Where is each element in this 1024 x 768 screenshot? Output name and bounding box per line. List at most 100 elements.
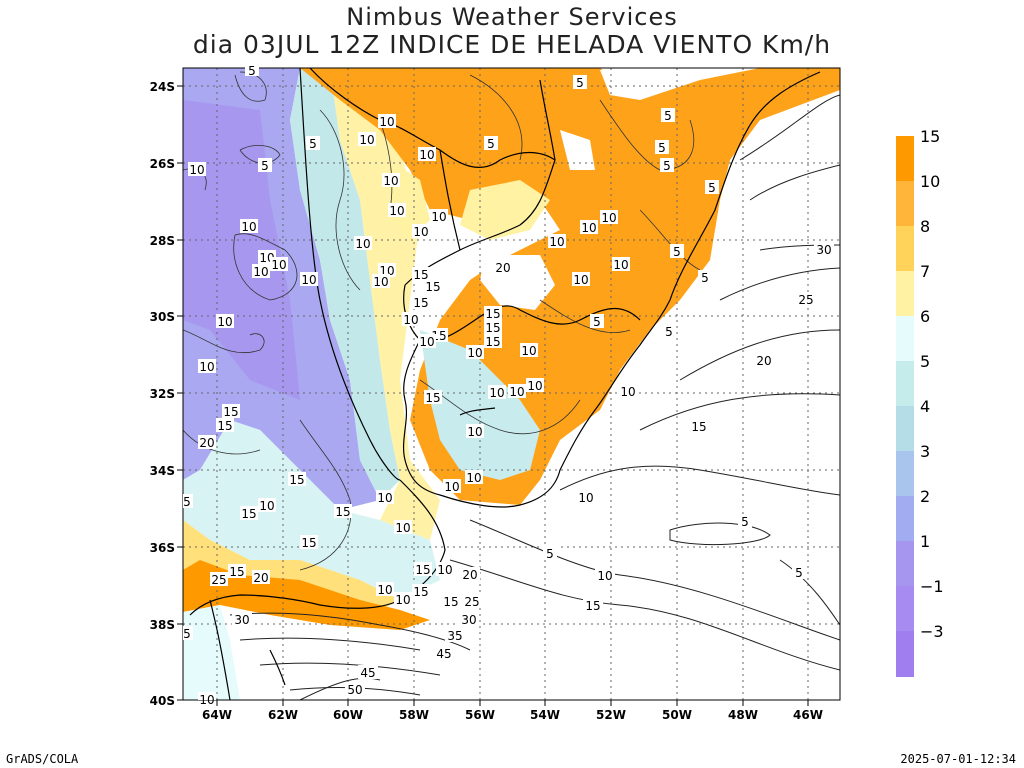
svg-text:15: 15	[241, 507, 256, 521]
contour-label: 10	[508, 384, 526, 399]
svg-text:10: 10	[467, 346, 482, 360]
svg-text:5: 5	[673, 245, 681, 259]
contour-label: 5	[661, 108, 675, 123]
contour-label: 15	[689, 419, 709, 434]
lat-label: 34S	[150, 464, 175, 478]
lon-label: 56W	[465, 708, 495, 722]
svg-text:45: 45	[360, 666, 375, 680]
colorbar-label: 7	[920, 262, 930, 281]
contour-label: 20	[198, 435, 216, 450]
lon-label: 48W	[728, 708, 758, 722]
svg-text:20: 20	[253, 571, 268, 585]
colorbar-swatch	[896, 541, 914, 586]
contour-label: 10	[300, 272, 318, 287]
svg-text:10: 10	[383, 174, 398, 188]
svg-text:10: 10	[395, 593, 410, 607]
svg-text:10: 10	[573, 273, 588, 287]
lon-label: 50W	[662, 708, 692, 722]
colorbar-label: 15	[920, 127, 940, 146]
svg-text:25: 25	[211, 573, 226, 587]
contour-label: 5	[738, 514, 752, 529]
contour-label: 10	[576, 490, 596, 505]
svg-text:10: 10	[403, 313, 418, 327]
svg-text:10: 10	[581, 221, 596, 235]
contour-label: 10	[270, 257, 288, 272]
colorbar-swatch	[896, 451, 914, 496]
contour-label: 10	[488, 385, 506, 400]
lon-label: 58W	[399, 708, 429, 722]
svg-text:30: 30	[461, 613, 476, 627]
contour-label: 45	[358, 665, 378, 680]
contour-label: 10	[376, 582, 394, 597]
contour-label: 45	[434, 646, 454, 661]
colorbar-swatch	[896, 181, 914, 226]
svg-text:10: 10	[437, 563, 452, 577]
svg-text:10: 10	[613, 258, 628, 272]
svg-text:15: 15	[301, 536, 316, 550]
contour-label: 10	[354, 236, 372, 251]
svg-text:10: 10	[259, 499, 274, 513]
contour-label: 5	[792, 565, 806, 580]
contour-label: 5	[590, 314, 604, 329]
svg-text:20: 20	[756, 354, 771, 368]
contour-label: 15	[583, 598, 603, 613]
lon-label: 64W	[202, 708, 232, 722]
map-frame	[182, 67, 841, 701]
contour-value-labels: 5 5 10 10 10 5 5 5 5 10 5 5 10 10 10 10 …	[183, 64, 834, 707]
contour-label: 15	[288, 472, 306, 487]
svg-text:15: 15	[585, 599, 600, 613]
colorbar-swatch	[896, 361, 914, 406]
svg-text:10: 10	[217, 315, 232, 329]
colorbar-label: 2	[920, 487, 930, 506]
colorbar-swatch	[896, 631, 914, 677]
svg-text:5: 5	[795, 566, 803, 580]
footer-credit: GrADS/COLA	[6, 752, 79, 766]
colorbar-swatch	[896, 271, 914, 316]
svg-text:5: 5	[708, 181, 716, 195]
svg-text:10: 10	[419, 148, 434, 162]
svg-text:15: 15	[335, 505, 350, 519]
svg-text:10: 10	[620, 385, 635, 399]
svg-text:5: 5	[663, 159, 671, 173]
map-title: Nimbus Weather Services	[346, 3, 678, 31]
contour-label: 10	[394, 520, 412, 535]
contour-label: 5	[655, 140, 669, 155]
contour-label: 10	[198, 692, 216, 707]
contour-label: 10	[466, 345, 484, 360]
svg-text:10: 10	[509, 385, 524, 399]
colorbar-label: 4	[920, 397, 930, 416]
svg-text:10: 10	[466, 471, 481, 485]
contour-label: 25	[462, 594, 482, 609]
svg-text:50: 50	[347, 683, 362, 697]
shaded-field	[183, 68, 840, 700]
svg-text:5: 5	[741, 515, 749, 529]
lat-label: 32S	[150, 387, 175, 401]
lat-label: 36S	[150, 541, 175, 555]
lon-label: 46W	[793, 708, 823, 722]
svg-text:45: 45	[436, 647, 451, 661]
contour-label: 30	[814, 242, 834, 257]
contour-label: 15	[412, 295, 430, 310]
lat-label: 40S	[150, 694, 175, 708]
contour-label: 5	[183, 626, 193, 641]
contour-label: 10	[376, 490, 394, 505]
contour-label: 10	[466, 424, 484, 439]
svg-text:10: 10	[271, 258, 286, 272]
svg-text:5: 5	[665, 325, 673, 339]
lon-label: 60W	[333, 708, 363, 722]
svg-text:10: 10	[489, 386, 504, 400]
colorbar-label: 1	[920, 532, 930, 551]
contour-label: 5	[705, 180, 719, 195]
contour-label: 5	[543, 546, 557, 561]
svg-text:30: 30	[234, 613, 249, 627]
contour-label: 30	[232, 612, 252, 627]
spot-white-3	[560, 130, 595, 170]
svg-text:30: 30	[816, 243, 831, 257]
colorbar-swatch	[896, 406, 914, 451]
lon-label: 52W	[596, 708, 626, 722]
svg-text:15: 15	[413, 268, 428, 282]
svg-text:5: 5	[576, 76, 584, 90]
contour-label: 15	[424, 279, 442, 294]
contour-label: 10	[358, 132, 376, 147]
